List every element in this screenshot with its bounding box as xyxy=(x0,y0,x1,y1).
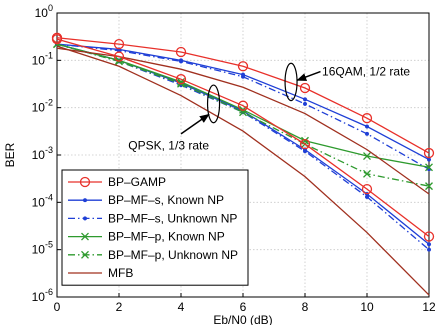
legend-item: BP–MF–s, Known NP xyxy=(68,193,224,207)
annotation-arrow xyxy=(180,113,210,135)
legend-label: BP–GAMP xyxy=(108,175,166,189)
legend-label: BP–MF–p, Known NP xyxy=(108,230,225,244)
x-tick-label: 12 xyxy=(422,300,435,314)
x-tick-label: 4 xyxy=(178,300,185,314)
marker-x xyxy=(363,169,371,178)
legend-label: BP–MF–p, Unknown NP xyxy=(108,248,238,262)
marker-circle xyxy=(113,51,125,62)
series-line xyxy=(56,45,430,296)
series-path xyxy=(56,45,430,296)
marker-circle xyxy=(113,38,125,50)
axis-ticks: 0 2 4 6 8 10 12 100 10-1 10-2 10-3 10-4 10-5 10-6 xyxy=(32,3,435,314)
x-tick-label: 2 xyxy=(116,300,123,314)
legend-item: BP–GAMP xyxy=(68,175,166,189)
marker-dot xyxy=(82,216,88,221)
marker-circle xyxy=(79,176,91,188)
y-tick-label: 10-2 xyxy=(32,98,53,115)
marker-circle xyxy=(51,34,63,45)
marker-circle xyxy=(299,82,311,94)
marker-circle xyxy=(423,231,435,242)
annotation-ellipse xyxy=(206,84,221,124)
series-path xyxy=(56,37,430,154)
series-line xyxy=(51,34,435,242)
y-axis-label: BER xyxy=(3,142,17,167)
marker-dot xyxy=(426,242,432,247)
marker-circle xyxy=(361,113,373,124)
marker-dot xyxy=(302,101,308,106)
marker-dot xyxy=(364,131,370,136)
marker-dot xyxy=(426,247,432,252)
legend-label: MFB xyxy=(108,266,133,280)
marker-dot xyxy=(364,124,370,129)
legend-label: BP–MF–s, Unknown NP xyxy=(108,211,237,225)
marker-circle xyxy=(361,183,373,195)
legend-item: BP–MF–p, Known NP xyxy=(68,230,225,244)
series-layer xyxy=(51,32,435,296)
marker-dot xyxy=(82,198,88,203)
marker-circle xyxy=(237,61,249,72)
annotation-label: QPSK, 1/3 rate xyxy=(128,138,209,152)
legend-item: BP–MF–s, Unknown NP xyxy=(68,211,237,225)
marker-dot xyxy=(240,74,246,79)
y-tick-label: 10-1 xyxy=(32,50,53,67)
y-tick-label: 10-3 xyxy=(32,145,53,162)
marker-x xyxy=(81,250,89,259)
annotation-ellipse xyxy=(284,62,298,102)
legend-item: MFB xyxy=(68,266,133,280)
series-path xyxy=(56,38,430,237)
marker-x xyxy=(81,232,89,241)
legend-label: BP–MF–s, Known NP xyxy=(108,193,224,207)
y-tick-label: 10-4 xyxy=(32,192,53,209)
legend-box xyxy=(61,169,249,286)
y-tick-label: 10-6 xyxy=(32,287,53,304)
annotation-arrow xyxy=(296,70,321,81)
marker-x xyxy=(425,163,433,172)
marker-dot xyxy=(302,149,308,154)
series-line xyxy=(51,32,435,159)
x-tick-label: 0 xyxy=(54,300,61,314)
legend: BP–GAMP BP–MF–s, Known NP BP–MF–s, Unknown… xyxy=(61,169,249,286)
marker-circle xyxy=(423,147,435,159)
marker-circle xyxy=(299,138,311,150)
marker-circle xyxy=(175,74,187,85)
marker-circle xyxy=(237,100,249,111)
x-axis-label: Eb/N0 (dB) xyxy=(213,313,272,325)
marker-x xyxy=(425,182,433,191)
x-tick-label: 8 xyxy=(302,300,309,314)
y-tick-label: 10-5 xyxy=(32,240,53,257)
marker-dot xyxy=(426,157,432,162)
annotation-label: 16QAM, 1/2 rate xyxy=(322,65,410,79)
marker-dot xyxy=(178,59,184,64)
x-tick-label: 6 xyxy=(240,300,247,314)
marker-dot xyxy=(364,194,370,199)
annotation-layer: 16QAM, 1/2 rate QPSK, 1/3 rate xyxy=(128,62,410,152)
marker-x xyxy=(363,152,371,161)
y-tick-label: 100 xyxy=(35,3,53,20)
marker-dot xyxy=(302,97,308,102)
legend-item: BP–MF–p, Unknown NP xyxy=(68,248,238,262)
x-tick-label: 10 xyxy=(360,300,374,314)
marker-circle xyxy=(175,46,187,58)
